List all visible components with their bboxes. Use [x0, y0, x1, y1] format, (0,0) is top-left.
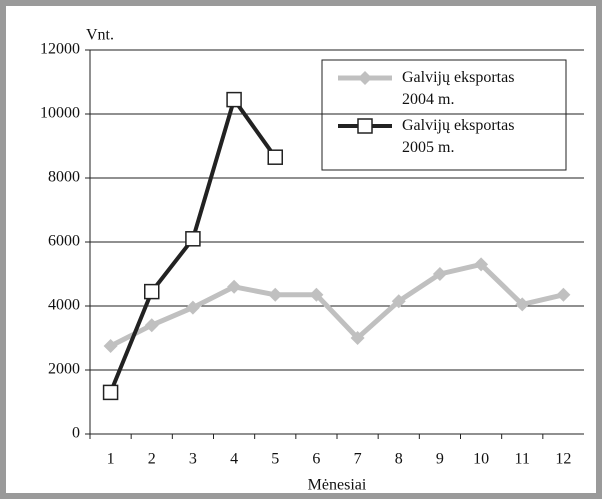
x-tick-label: 7 [354, 451, 362, 468]
x-tick-label: 1 [107, 451, 115, 468]
y-tick-label: 2000 [48, 361, 80, 378]
y-axis-label: Vnt. [86, 27, 114, 44]
x-tick-label: 6 [312, 451, 320, 468]
x-tick-label: 8 [395, 451, 403, 468]
data-point [226, 91, 242, 108]
x-tick-label: 5 [271, 451, 279, 468]
data-point [309, 287, 324, 302]
y-tick-label: 10000 [40, 105, 80, 122]
data-point [144, 283, 160, 300]
data-point [267, 149, 283, 165]
x-tick-label: 10 [473, 451, 489, 468]
x-tick-label: 2 [148, 451, 156, 468]
x-tick-label: 12 [555, 451, 571, 468]
x-tick-label: 3 [189, 451, 197, 468]
legend-marker [357, 118, 373, 134]
data-point [515, 297, 530, 312]
x-tick-label: 4 [230, 451, 238, 468]
data-point [103, 339, 118, 353]
y-tick-label: 8000 [48, 169, 80, 186]
data-point [556, 287, 571, 302]
legend-label: Galvijų eksportas 2004 m. [402, 69, 515, 108]
y-tick-label: 12000 [40, 41, 80, 58]
x-tick-label: 9 [436, 451, 444, 468]
data-point [432, 267, 447, 281]
data-point [185, 300, 200, 315]
y-tick-label: 4000 [48, 297, 80, 314]
legend-marker [358, 71, 372, 85]
data-point [350, 331, 365, 345]
data-point [268, 287, 283, 302]
y-tick-label: 0 [72, 425, 80, 442]
data-point [185, 231, 201, 247]
x-axis-label: Mėnesiai [308, 477, 367, 494]
data-point [391, 294, 406, 309]
data-point [474, 257, 489, 272]
data-point [102, 384, 119, 401]
x-tick-label: 11 [515, 451, 530, 468]
series-line [109, 261, 564, 349]
y-tick-label: 6000 [48, 233, 80, 250]
data-point [227, 279, 242, 294]
legend-label: Galvijų eksportas 2005 m. [402, 117, 515, 156]
data-point [144, 318, 159, 333]
